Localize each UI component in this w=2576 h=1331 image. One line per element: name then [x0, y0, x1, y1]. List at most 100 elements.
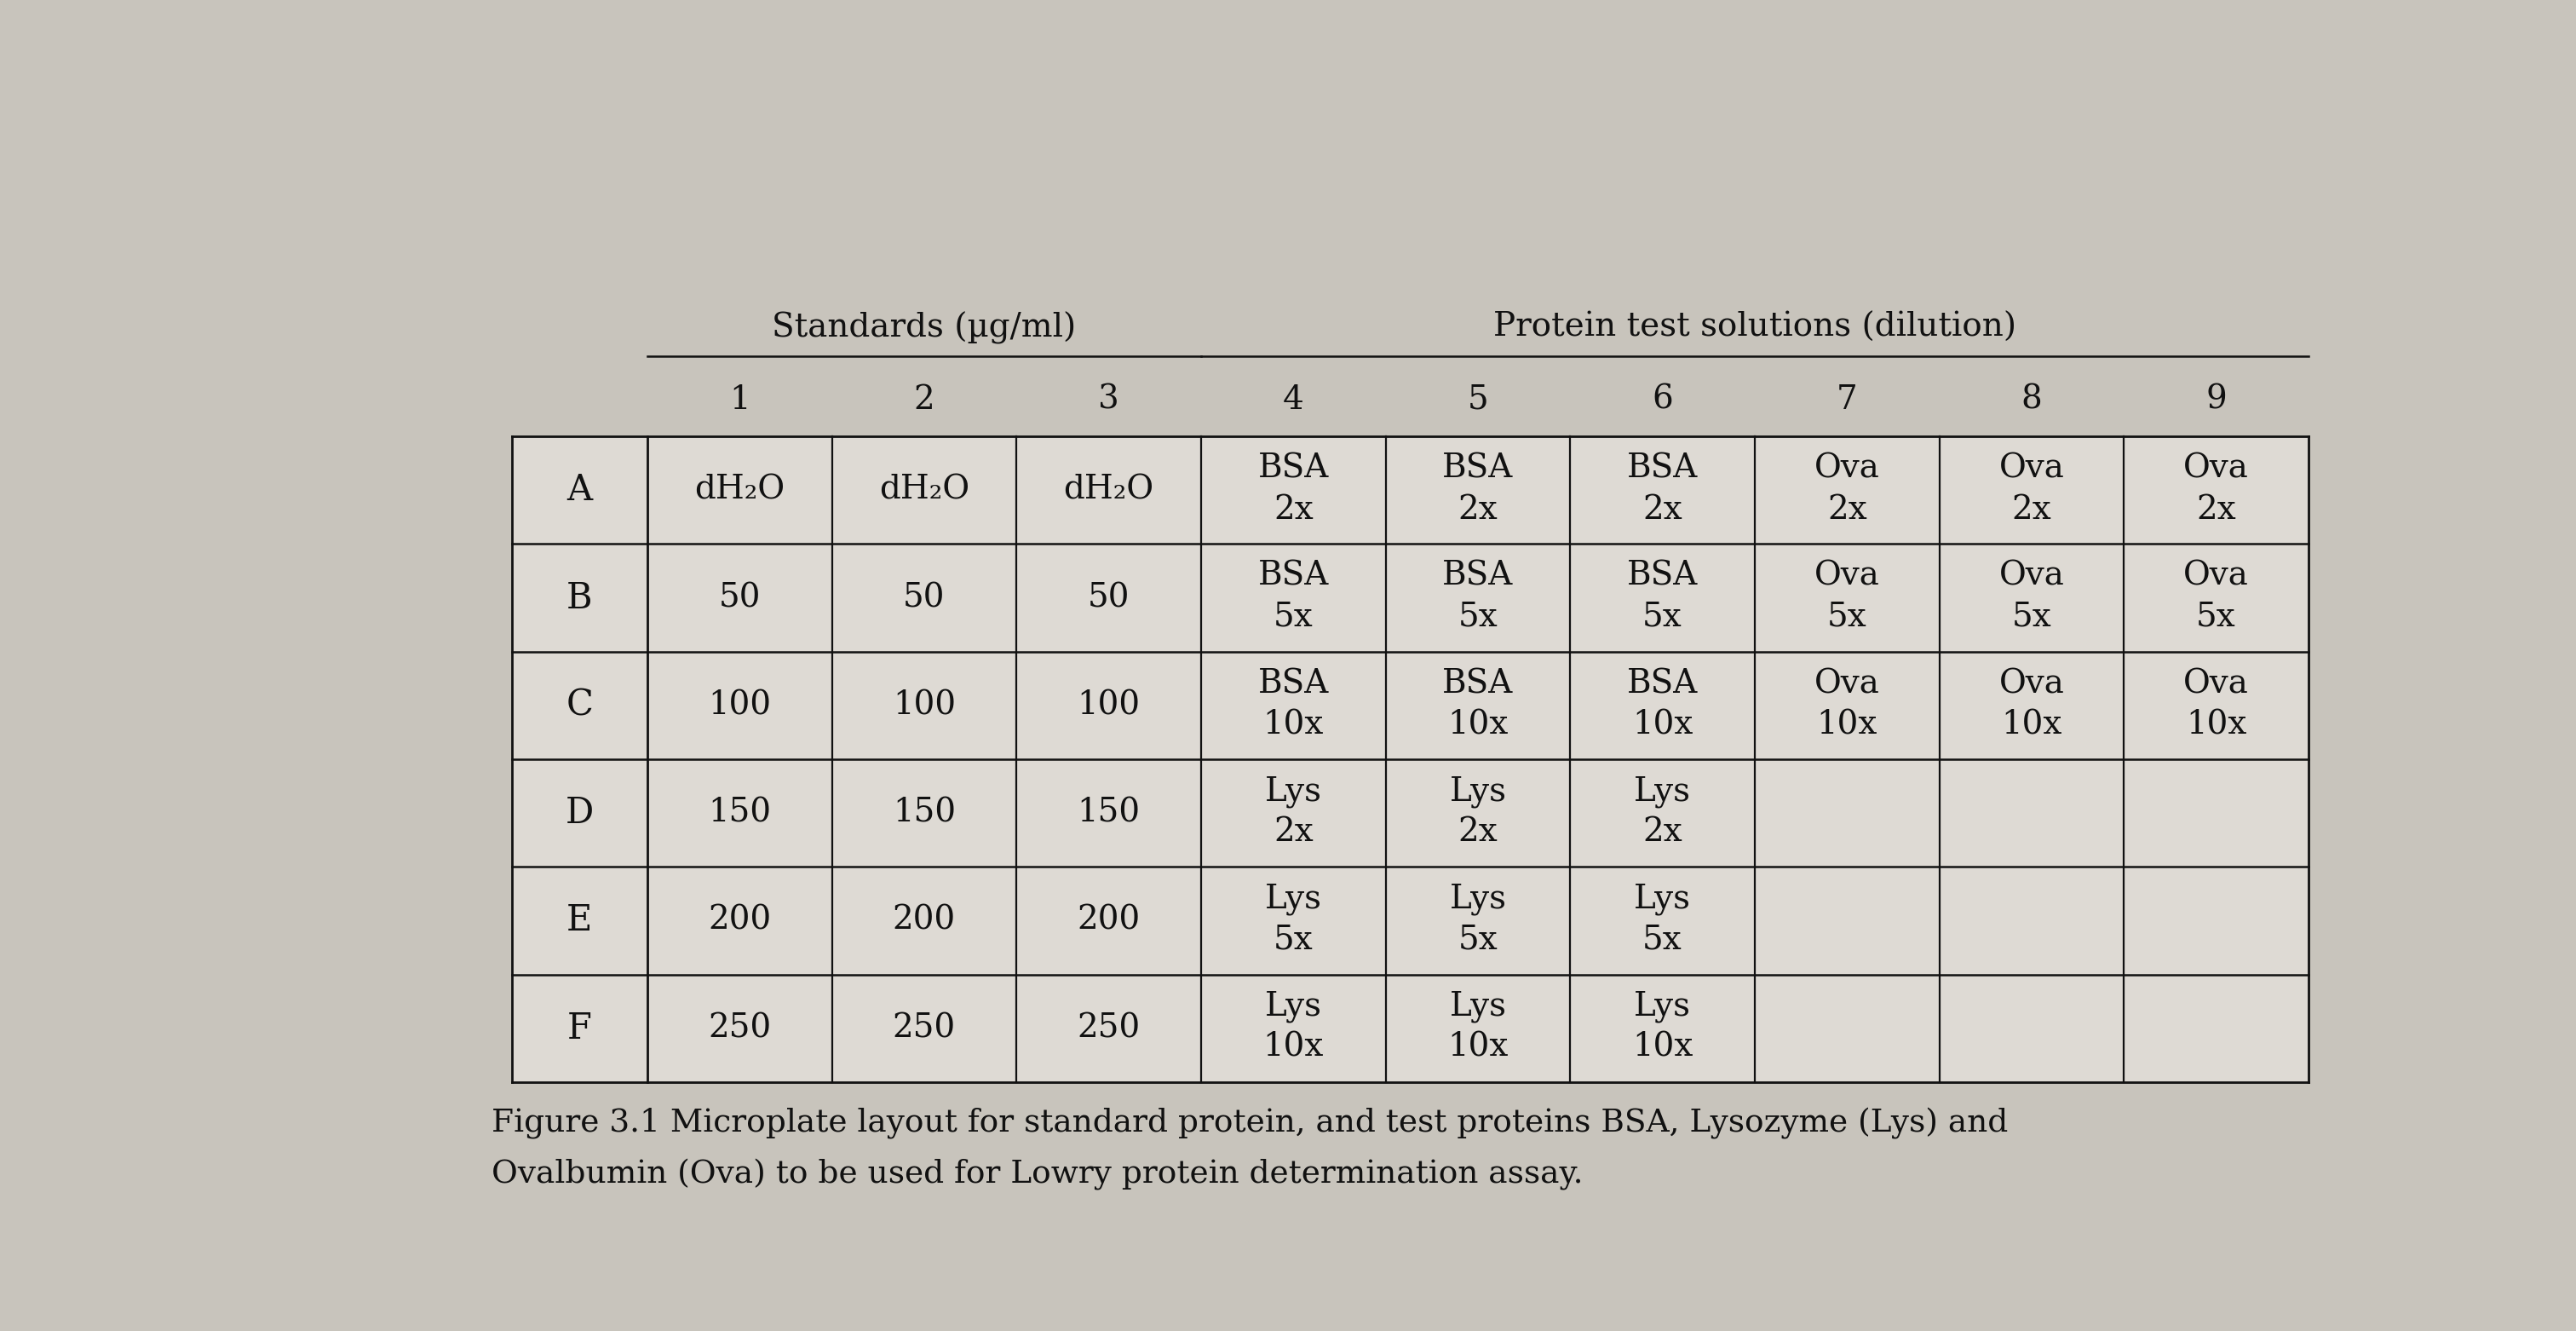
Bar [1571, 974, 1754, 1082]
Text: 1: 1 [729, 385, 750, 415]
Text: 10x: 10x [1262, 709, 1324, 740]
Text: Lys: Lys [1633, 990, 1690, 1022]
Text: 10x: 10x [1633, 709, 1692, 740]
Text: Ova: Ova [1814, 668, 1880, 700]
Text: 10x: 10x [1816, 709, 1878, 740]
Text: 2x: 2x [1273, 817, 1314, 848]
Text: 10x: 10x [1633, 1032, 1692, 1063]
Bar [832, 759, 1018, 866]
Text: 250: 250 [894, 1013, 956, 1044]
Bar [1018, 544, 1200, 652]
Text: BSA: BSA [1443, 453, 1512, 484]
Bar [1754, 437, 1940, 544]
Text: 10x: 10x [2187, 709, 2246, 740]
Bar [1018, 759, 1200, 866]
Text: 2x: 2x [1458, 494, 1497, 526]
Text: BSA: BSA [1628, 668, 1698, 700]
Bar [1018, 437, 1200, 544]
Bar [1386, 974, 1571, 1082]
Text: BSA: BSA [1443, 560, 1512, 592]
Bar [513, 974, 647, 1082]
Text: Lys: Lys [1265, 884, 1321, 916]
Bar [1018, 652, 1200, 759]
Text: 9: 9 [2205, 385, 2226, 415]
Bar [647, 652, 832, 759]
Text: Lys: Lys [1633, 776, 1690, 808]
Bar [1386, 437, 1571, 544]
Text: 5: 5 [1468, 385, 1489, 415]
Text: 10x: 10x [1448, 709, 1510, 740]
Text: 100: 100 [894, 689, 956, 721]
Bar [1754, 974, 1940, 1082]
Bar [1754, 652, 1940, 759]
Text: 2: 2 [914, 385, 935, 415]
Text: 50: 50 [1087, 582, 1131, 614]
Text: D: D [564, 795, 592, 831]
Text: 200: 200 [1077, 905, 1141, 937]
Bar [2123, 759, 2308, 866]
Bar [2123, 866, 2308, 974]
Text: BSA: BSA [1443, 668, 1512, 700]
Text: 2x: 2x [1273, 494, 1314, 526]
Bar [832, 974, 1018, 1082]
Text: 8: 8 [2022, 385, 2043, 415]
Bar [1386, 544, 1571, 652]
Bar [1940, 759, 2123, 866]
Text: BSA: BSA [1628, 560, 1698, 592]
Text: 3: 3 [1097, 385, 1121, 415]
Bar [1200, 974, 1386, 1082]
Bar [832, 544, 1018, 652]
Text: 50: 50 [719, 582, 760, 614]
Text: BSA: BSA [1257, 668, 1329, 700]
Bar [1571, 437, 1754, 544]
Bar [1018, 866, 1200, 974]
Bar [513, 437, 647, 544]
Text: Ova: Ova [2184, 453, 2249, 484]
Text: 5x: 5x [1458, 924, 1497, 956]
Text: Lys: Lys [1265, 990, 1321, 1022]
Text: Lys: Lys [1450, 884, 1507, 916]
Bar [1200, 652, 1386, 759]
Text: 7: 7 [1837, 385, 1857, 415]
Bar [1571, 759, 1754, 866]
Text: 5x: 5x [2012, 602, 2050, 634]
Bar [1200, 437, 1386, 544]
Text: 150: 150 [894, 797, 956, 829]
Bar [832, 866, 1018, 974]
Bar [1571, 544, 1754, 652]
Text: Lys: Lys [1450, 776, 1507, 808]
Text: 5x: 5x [1643, 602, 1682, 634]
Text: 2x: 2x [1826, 494, 1868, 526]
Bar [1571, 866, 1754, 974]
Text: Ovalbumin (Ova) to be used for Lowry protein determination assay.: Ovalbumin (Ova) to be used for Lowry pro… [492, 1159, 1584, 1190]
Bar [1940, 652, 2123, 759]
Text: Ova: Ova [1814, 560, 1880, 592]
Text: BSA: BSA [1257, 560, 1329, 592]
Text: E: E [567, 902, 592, 938]
Text: BSA: BSA [1628, 453, 1698, 484]
Text: dH₂O: dH₂O [696, 474, 786, 506]
Text: BSA: BSA [1257, 453, 1329, 484]
Text: 6: 6 [1651, 385, 1672, 415]
Text: 200: 200 [708, 905, 770, 937]
Text: 2x: 2x [2012, 494, 2050, 526]
Bar [2123, 437, 2308, 544]
Bar [1018, 974, 1200, 1082]
Bar [832, 652, 1018, 759]
Bar [1940, 974, 2123, 1082]
Text: B: B [567, 580, 592, 616]
Text: Ova: Ova [2184, 560, 2249, 592]
Text: 5x: 5x [1643, 924, 1682, 956]
Bar [513, 866, 647, 974]
Text: 2x: 2x [2197, 494, 2236, 526]
Text: Ova: Ova [1999, 668, 2063, 700]
Bar [1940, 866, 2123, 974]
Text: 10x: 10x [1262, 1032, 1324, 1063]
Text: 50: 50 [904, 582, 945, 614]
Text: 250: 250 [708, 1013, 770, 1044]
Text: 10x: 10x [2002, 709, 2061, 740]
Bar [1386, 866, 1571, 974]
Bar [2123, 544, 2308, 652]
Text: Protein test solutions (dilution): Protein test solutions (dilution) [1494, 311, 2017, 343]
Bar [1386, 652, 1571, 759]
